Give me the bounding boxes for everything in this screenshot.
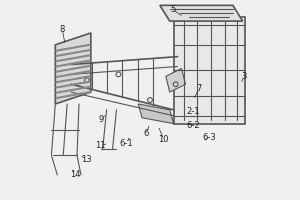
Text: 13: 13 (82, 155, 92, 164)
Polygon shape (160, 5, 243, 21)
Text: 6: 6 (143, 129, 149, 138)
Text: 7: 7 (196, 84, 202, 93)
Polygon shape (138, 104, 174, 124)
Text: 5: 5 (170, 5, 175, 14)
Polygon shape (166, 68, 185, 92)
Polygon shape (174, 17, 245, 124)
Text: 3: 3 (241, 72, 246, 81)
Text: 6-3: 6-3 (202, 133, 216, 142)
Text: 10: 10 (159, 135, 169, 144)
Text: 8: 8 (59, 24, 65, 33)
Text: 9: 9 (98, 115, 103, 124)
Text: 2-1: 2-1 (187, 107, 200, 116)
Text: 6-1: 6-1 (119, 139, 133, 148)
Text: 14: 14 (70, 170, 80, 179)
Polygon shape (55, 33, 91, 104)
Text: 6-2: 6-2 (187, 121, 200, 130)
Text: 11: 11 (95, 141, 106, 150)
